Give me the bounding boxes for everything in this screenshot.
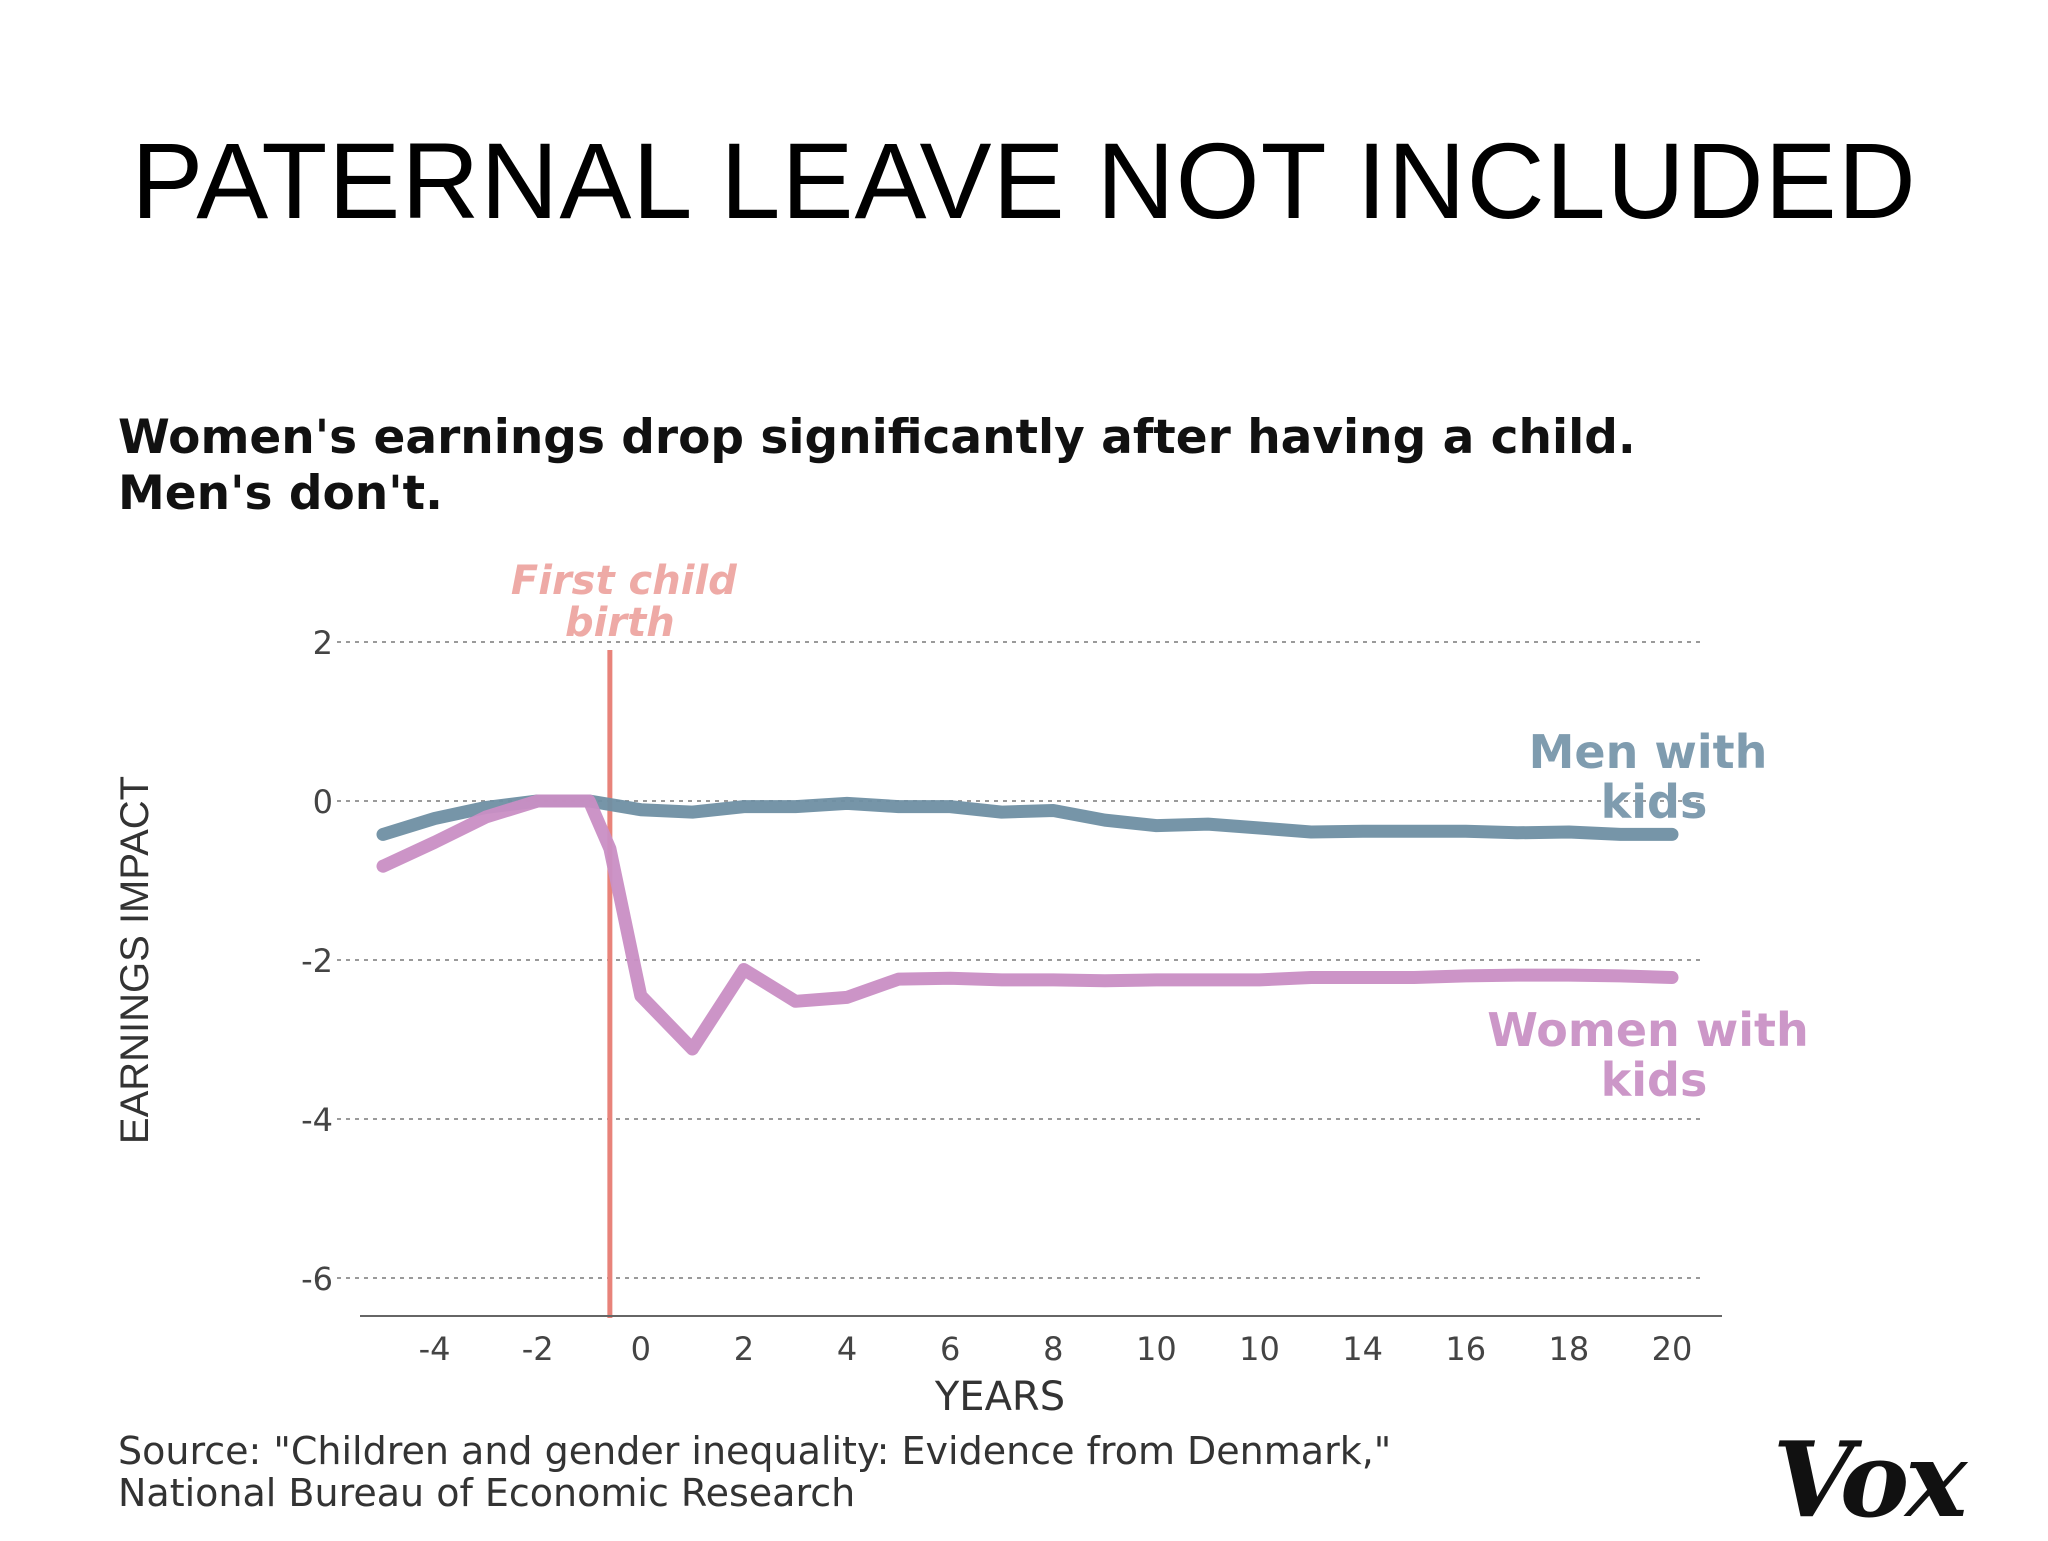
event-label-line-1: First child bbox=[511, 558, 737, 604]
x-tick-label: 6 bbox=[940, 1330, 960, 1368]
x-axis-title: YEARS bbox=[934, 1374, 1065, 1420]
source-note: Source: "Children and gender inequality:… bbox=[118, 1430, 1718, 1514]
y-tick-labels: 2 0 -2 -4 -6 bbox=[301, 624, 333, 1298]
x-tick-labels: -4 -2 0 2 4 6 8 10 10 14 16 18 20 bbox=[419, 1330, 1693, 1368]
y-tick-label: -2 bbox=[301, 942, 333, 980]
x-tick-label: 20 bbox=[1652, 1330, 1693, 1368]
x-tick-label: -2 bbox=[522, 1330, 554, 1368]
men-with-kids-label-line-1: Men with bbox=[1529, 725, 1768, 779]
x-tick-label: 8 bbox=[1043, 1330, 1063, 1368]
men-with-kids-line bbox=[376, 794, 1679, 841]
x-tick-label: 4 bbox=[837, 1330, 857, 1368]
women-with-kids-label-line-2: kids bbox=[1601, 1053, 1708, 1107]
x-tick-label: 0 bbox=[631, 1330, 651, 1368]
y-tick-label: -4 bbox=[301, 1101, 333, 1139]
y-tick-label: -6 bbox=[301, 1260, 333, 1298]
men-with-kids-label-line-2: kids bbox=[1601, 775, 1708, 829]
vox-logo: Vox bbox=[1772, 1418, 1968, 1541]
source-line-1: Source: "Children and gender inequality:… bbox=[118, 1429, 1392, 1473]
chart-title: Women's earnings drop significantly afte… bbox=[118, 410, 1636, 521]
y-axis-title: EARNINGS IMPACT bbox=[113, 776, 157, 1144]
y-tick-label: 0 bbox=[313, 783, 333, 821]
y-tick-label: 2 bbox=[313, 624, 333, 662]
series-lines bbox=[376, 794, 1679, 1056]
x-tick-label: 18 bbox=[1549, 1330, 1590, 1368]
x-tick-label: -4 bbox=[419, 1330, 451, 1368]
x-tick-label: 16 bbox=[1445, 1330, 1486, 1368]
x-tick-label: 2 bbox=[734, 1330, 754, 1368]
x-tick-label: 10 bbox=[1136, 1330, 1177, 1368]
slide-title: PATERNAL LEAVE NOT INCLUDED bbox=[131, 120, 1917, 241]
women-with-kids-line bbox=[376, 794, 1679, 1056]
source-line-2: National Bureau of Economic Research bbox=[118, 1471, 856, 1515]
gridlines bbox=[337, 641, 1700, 1279]
x-tick-label: 10 bbox=[1239, 1330, 1280, 1368]
event-label-line-2: birth bbox=[565, 600, 675, 646]
women-with-kids-label-line-1: Women with bbox=[1487, 1003, 1809, 1057]
x-tick-label: 14 bbox=[1342, 1330, 1383, 1368]
